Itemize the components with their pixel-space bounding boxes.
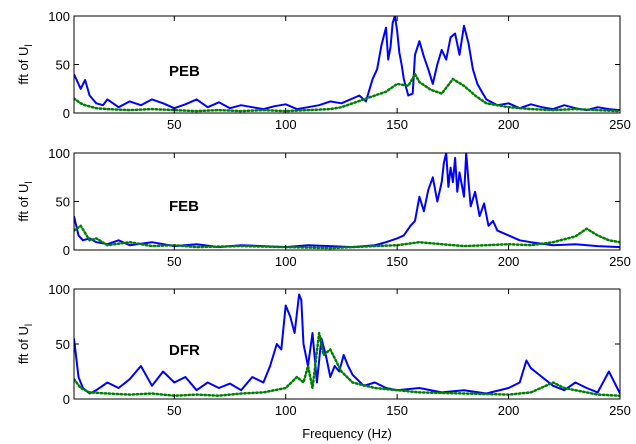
y-tick-label: 0: [63, 243, 70, 258]
y-tick-label: 50: [56, 195, 70, 210]
series-line-solid: [74, 293, 620, 395]
axes-box: [73, 152, 621, 251]
panel-label: FEB: [169, 198, 199, 215]
x-tick-label: 100: [275, 254, 297, 269]
panel-peb: 50 100 150 200 250 0 50 100 fft of Ul PEB: [16, 9, 631, 132]
y-tick-label: 100: [48, 282, 70, 297]
x-tick-label: 50: [167, 403, 181, 418]
x-tick-label: 150: [386, 403, 408, 418]
y-tick-label: 0: [63, 106, 70, 121]
y-axis-label: fft of Ul: [16, 324, 35, 364]
y-tick-label: 100: [48, 146, 70, 161]
x-tick-label: 250: [609, 403, 631, 418]
series-line-dotted: [74, 224, 620, 250]
series-line-solid: [74, 16, 620, 112]
y-tick-label: 50: [56, 337, 70, 352]
x-tick-label: 200: [498, 254, 520, 269]
y-tick-label: 100: [48, 9, 70, 24]
series-line-dotted: [74, 72, 620, 113]
x-tick-label: 100: [275, 117, 297, 132]
x-tick-label: 200: [498, 403, 520, 418]
panel-label: DFR: [169, 342, 200, 359]
x-tick-label: 50: [167, 117, 181, 132]
y-tick-label: 50: [56, 58, 70, 73]
x-tick-label: 150: [386, 117, 408, 132]
axes-box: [73, 15, 621, 114]
x-tick-label: 250: [609, 254, 631, 269]
x-tick-label: 250: [609, 117, 631, 132]
x-tick-label: 150: [386, 254, 408, 269]
y-axis-label: fft of Ul: [16, 44, 35, 84]
x-axis-label: Frequency (Hz): [302, 426, 392, 441]
y-tick-label: 0: [63, 392, 70, 407]
panel-label: PEB: [169, 63, 200, 80]
series-line-solid: [74, 153, 620, 249]
x-tick-label: 50: [167, 254, 181, 269]
y-axis-label: fft of Ul: [16, 181, 35, 221]
panel-feb: 50 100 150 200 250 0 50 100 fft of Ul FEB: [16, 146, 631, 269]
x-tick-label: 100: [275, 403, 297, 418]
axes-box: [73, 288, 621, 400]
x-tick-label: 200: [498, 117, 520, 132]
series-line-dotted: [74, 331, 620, 397]
panel-dfr: 50 100 150 200 250 0 50 100 fft of Ul DFR: [16, 282, 631, 418]
